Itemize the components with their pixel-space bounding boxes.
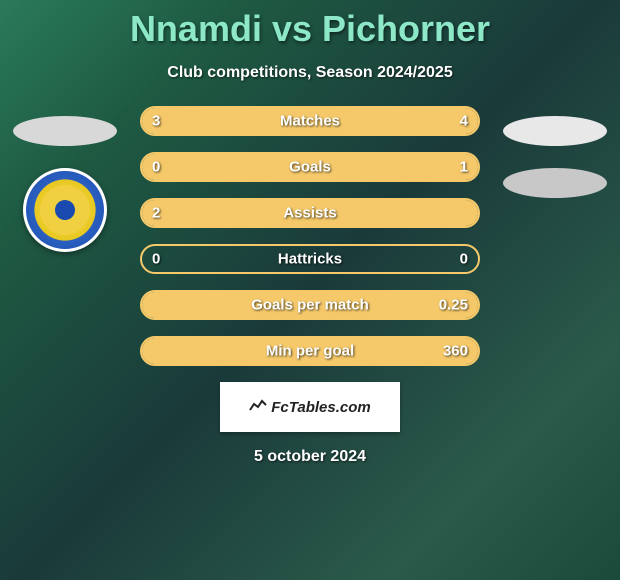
stat-value-right: 4	[460, 113, 468, 130]
brand-text: FcTables.com	[271, 399, 370, 416]
stat-value-left: 0	[152, 251, 160, 268]
stat-value-left: 3	[152, 113, 160, 130]
stat-label: Goals per match	[251, 297, 369, 314]
stat-label: Assists	[283, 205, 336, 222]
stat-label: Hattricks	[278, 251, 342, 268]
brand-logo-icon	[249, 398, 267, 417]
stat-value-right: 0.25	[439, 297, 468, 314]
country-badge-left	[13, 116, 117, 146]
stat-label: Min per goal	[266, 343, 354, 360]
stat-row: 3 4 Matches	[140, 106, 480, 136]
stat-value-right: 360	[443, 343, 468, 360]
page-title: Nnamdi vs Pichorner	[0, 8, 620, 50]
club-badge-left	[23, 168, 107, 252]
stat-value-left: 0	[152, 159, 160, 176]
bar-fill-left	[142, 108, 286, 134]
stat-row: 360 Min per goal	[140, 336, 480, 366]
country-badge-right	[503, 116, 607, 146]
comparison-card: Nnamdi vs Pichorner Club competitions, S…	[0, 0, 620, 580]
page-subtitle: Club competitions, Season 2024/2025	[0, 64, 620, 82]
stat-row: 0 1 Goals	[140, 152, 480, 182]
club-badge-right	[503, 168, 607, 198]
stat-value-left: 2	[152, 205, 160, 222]
stat-label: Matches	[280, 113, 340, 130]
stat-row: 2 Assists	[140, 198, 480, 228]
left-badge-column	[10, 116, 120, 252]
right-badge-column	[500, 116, 610, 198]
stat-value-right: 1	[460, 159, 468, 176]
brand-box[interactable]: FcTables.com	[220, 382, 400, 432]
stat-value-right: 0	[460, 251, 468, 268]
footer-date: 5 october 2024	[0, 448, 620, 466]
stat-label: Goals	[289, 159, 331, 176]
stat-row: 0.25 Goals per match	[140, 290, 480, 320]
stat-row: 0 0 Hattricks	[140, 244, 480, 274]
club-badge-inner	[40, 185, 90, 235]
